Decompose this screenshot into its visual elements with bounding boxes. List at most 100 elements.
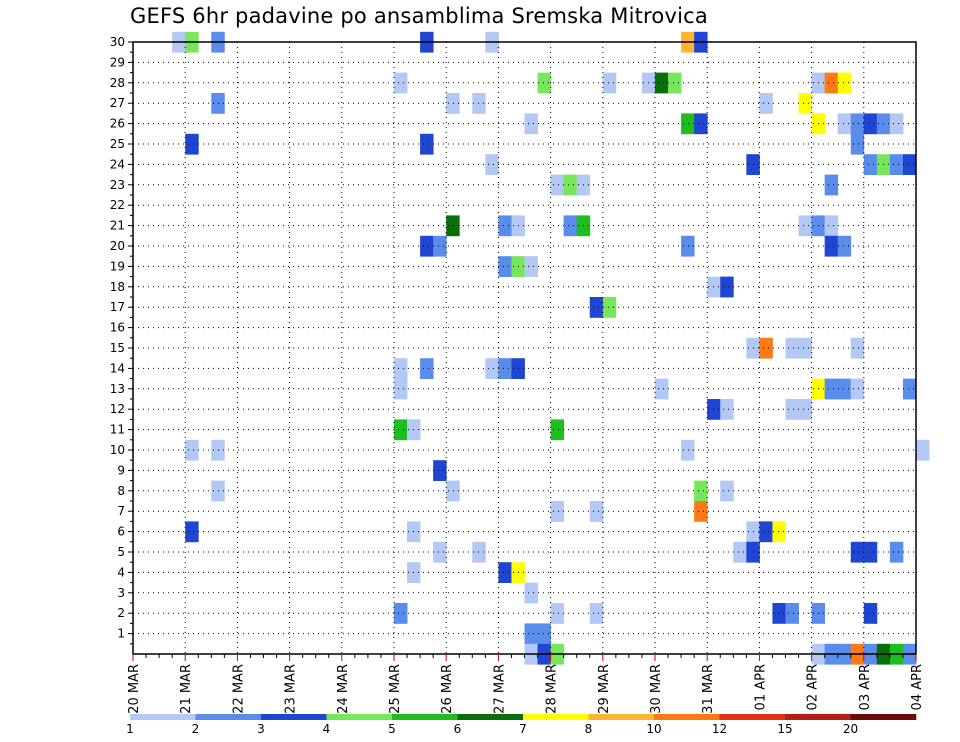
heatmap-cell — [798, 399, 812, 420]
heatmap-cell — [863, 113, 878, 135]
x-tick-label: 28 MAR — [545, 664, 560, 714]
x-axis: 20 MAR 21 MAR 22 MAR 23 MAR 24 MAR 25 MAR 26 M… — [127, 654, 925, 714]
heatmap-cell — [433, 460, 447, 481]
colorbar-swatch — [654, 714, 720, 720]
heatmap-cell — [433, 541, 447, 563]
x-tick-label: 26 MAR — [440, 664, 455, 714]
heatmap-cell — [824, 378, 839, 400]
heatmap-cell — [655, 378, 669, 400]
heatmap-cell — [394, 419, 408, 441]
heatmap-cell — [863, 154, 878, 175]
x-tick-label: 02 APR — [806, 664, 821, 710]
heatmap-cell — [394, 603, 408, 624]
heatmap-cell — [850, 133, 865, 155]
y-tick-label: 20 — [110, 239, 125, 253]
heatmap-cell — [446, 480, 460, 502]
heatmap-cell — [837, 113, 852, 135]
y-tick-label: 8 — [117, 484, 125, 498]
y-tick-label: 12 — [110, 402, 125, 416]
y-tick-label: 9 — [117, 463, 125, 477]
y-tick-label: 1 — [117, 627, 125, 641]
x-tick-label: 21 MAR — [179, 664, 194, 714]
y-tick-label: 24 — [110, 157, 125, 171]
heatmap-cell — [720, 399, 734, 420]
heatmap-cell — [185, 521, 199, 543]
heatmap-cell — [498, 562, 512, 583]
heatmap-cell — [524, 582, 538, 604]
colorbar-swatch — [261, 714, 327, 720]
y-tick-label: 3 — [117, 586, 125, 600]
heatmap-cell — [420, 358, 434, 379]
heatmap-cell — [694, 113, 708, 135]
heatmap-cell — [550, 174, 565, 196]
colorbar-label: 3 — [257, 722, 265, 736]
colorbar-label: 12 — [712, 722, 727, 736]
x-tick-label: 04 APR — [910, 664, 925, 710]
heatmap-cell — [185, 133, 199, 155]
heatmap-cell — [916, 439, 930, 461]
heatmap-cell — [394, 72, 408, 94]
heatmap-cell — [785, 399, 799, 420]
heatmap-cell — [602, 72, 617, 94]
colorbar-swatch — [326, 714, 393, 720]
y-tick-label: 28 — [110, 76, 125, 90]
y-tick-label: 2 — [117, 606, 125, 620]
heatmap-cell — [824, 235, 839, 257]
y-tick-label: 26 — [110, 117, 125, 131]
y-tick-label: 11 — [110, 423, 125, 437]
heatmap-cell — [681, 113, 695, 135]
heatmap-cell — [498, 215, 512, 237]
heatmap-cell — [824, 174, 839, 196]
heatmap-cell — [759, 337, 773, 359]
y-tick-label: 18 — [110, 280, 125, 294]
heatmap-cell — [602, 297, 617, 318]
heatmap-cell — [759, 93, 773, 114]
y-tick-label: 4 — [117, 565, 125, 579]
heatmap-cell — [681, 439, 695, 461]
heatmap-cell — [863, 541, 878, 563]
y-tick-label: 7 — [117, 504, 125, 518]
heatmap-cell — [850, 541, 865, 563]
heatmap-cell — [589, 603, 604, 624]
heatmap-cell — [485, 154, 499, 175]
heatmap-cell — [420, 133, 434, 155]
heatmap-cell — [537, 72, 551, 94]
y-tick-label: 29 — [110, 55, 125, 69]
colorbar-label: 20 — [843, 722, 858, 736]
heatmap-cell — [824, 72, 839, 94]
heatmap-cell — [524, 256, 538, 277]
heatmap-cell — [681, 235, 695, 257]
colorbar-label: 1 — [126, 722, 134, 736]
x-tick-label: 27 MAR — [492, 664, 507, 714]
x-tick-label: 31 MAR — [701, 664, 716, 714]
x-tick-label: 24 MAR — [336, 664, 351, 714]
colorbar-swatch — [195, 714, 262, 720]
x-tick-label: 20 MAR — [127, 664, 142, 714]
colorbar-label: 10 — [646, 722, 661, 736]
y-tick-label: 17 — [110, 300, 125, 314]
heatmap-cell — [863, 603, 878, 624]
heatmap-cell — [550, 603, 565, 624]
y-tick-label: 30 — [110, 35, 125, 49]
heatmap-cell — [720, 480, 734, 502]
heatmap-cell — [524, 113, 538, 135]
heatmap-cell — [668, 72, 682, 94]
heatmap-cell — [589, 297, 604, 318]
x-tick-label: 03 APR — [858, 664, 873, 710]
heatmap-cell — [563, 174, 578, 196]
heatmap-cell — [902, 378, 917, 400]
heatmap-cell — [889, 154, 904, 175]
heatmap-cell — [798, 93, 812, 114]
y-tick-label: 10 — [110, 443, 125, 457]
heatmap-cell — [550, 419, 565, 441]
heatmap-cell — [498, 358, 512, 379]
y-axis: 1234567891011121314151617181920212223242… — [110, 35, 133, 645]
y-tick-label: 5 — [117, 545, 125, 559]
heatmap-cell — [733, 541, 747, 563]
x-tick-label: 01 APR — [753, 664, 768, 710]
heatmap-cell — [550, 501, 565, 522]
heatmap-cell — [720, 276, 734, 298]
heatmap-cell — [433, 235, 447, 257]
heatmap-cell — [589, 501, 604, 522]
